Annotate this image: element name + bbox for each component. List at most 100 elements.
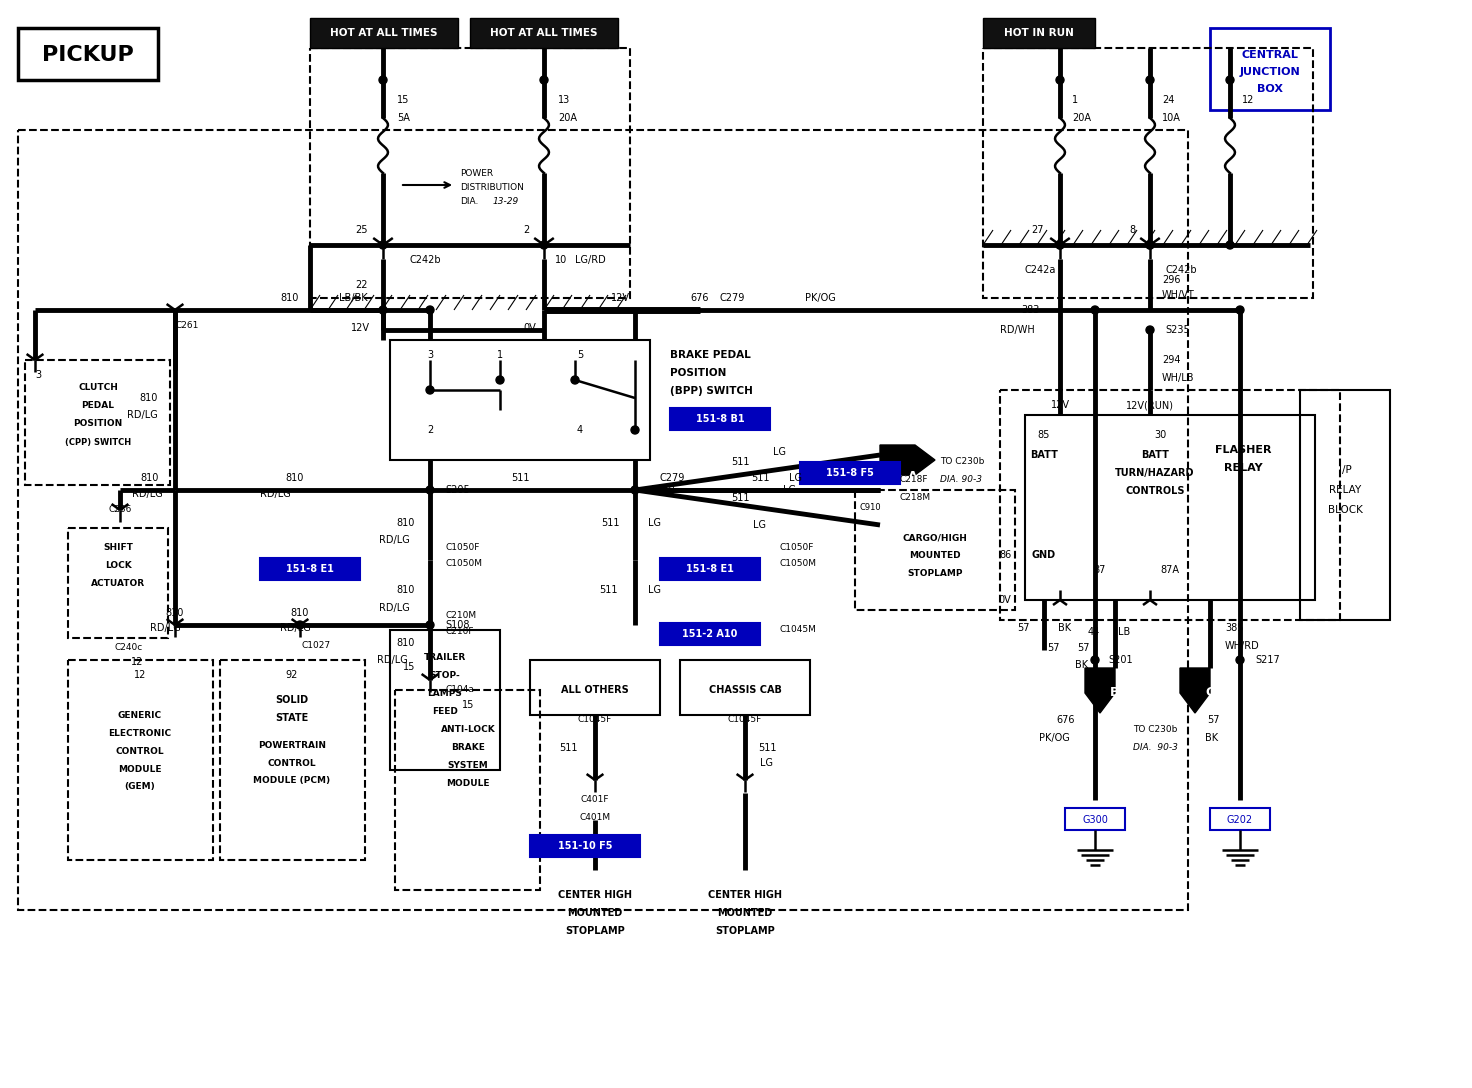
Bar bbox=[659, 558, 760, 580]
Text: RD/LG: RD/LG bbox=[280, 623, 311, 633]
Text: 810: 810 bbox=[140, 393, 158, 403]
Text: S205: S205 bbox=[445, 485, 470, 495]
Circle shape bbox=[631, 426, 639, 434]
FancyArrow shape bbox=[880, 445, 935, 475]
Text: LG: LG bbox=[648, 518, 661, 528]
Text: CARGO/HIGH: CARGO/HIGH bbox=[902, 533, 967, 543]
Text: RD/LG: RD/LG bbox=[131, 489, 162, 499]
Text: RELAY: RELAY bbox=[1329, 485, 1362, 495]
Text: 27: 27 bbox=[1032, 225, 1044, 235]
Text: 810: 810 bbox=[281, 293, 299, 302]
Text: CONTROL: CONTROL bbox=[268, 758, 316, 767]
Circle shape bbox=[1236, 306, 1244, 314]
Text: 12V(RUN): 12V(RUN) bbox=[1126, 400, 1175, 410]
Text: RD/LG: RD/LG bbox=[377, 655, 408, 665]
Text: 151-8 B1: 151-8 B1 bbox=[696, 415, 745, 424]
Text: RD/LG: RD/LG bbox=[380, 603, 411, 613]
Text: PEDAL: PEDAL bbox=[81, 401, 115, 410]
Text: STOPLAMP: STOPLAMP bbox=[907, 569, 963, 579]
Text: TURN/HAZARD: TURN/HAZARD bbox=[1116, 468, 1195, 478]
Circle shape bbox=[631, 486, 639, 494]
Text: CLUTCH: CLUTCH bbox=[78, 383, 118, 393]
Text: 4: 4 bbox=[577, 425, 583, 435]
Text: ALL OTHERS: ALL OTHERS bbox=[561, 685, 629, 695]
Text: 5: 5 bbox=[577, 350, 583, 360]
Text: 810: 810 bbox=[141, 473, 159, 483]
Circle shape bbox=[1091, 656, 1100, 664]
Circle shape bbox=[1236, 656, 1244, 664]
Circle shape bbox=[1147, 326, 1154, 334]
Text: 87A: 87A bbox=[1160, 565, 1179, 574]
Text: C104a: C104a bbox=[445, 685, 474, 694]
Text: 5A: 5A bbox=[397, 113, 409, 123]
Text: S201: S201 bbox=[1108, 655, 1132, 665]
Bar bbox=[219, 660, 365, 860]
Text: 2: 2 bbox=[427, 425, 433, 435]
Text: 810: 810 bbox=[396, 518, 415, 528]
Text: C218M: C218M bbox=[899, 494, 932, 503]
Text: ACTUATOR: ACTUATOR bbox=[91, 580, 146, 589]
Circle shape bbox=[425, 621, 434, 629]
Bar bbox=[799, 462, 899, 484]
Text: LG: LG bbox=[789, 473, 801, 483]
Text: 86: 86 bbox=[999, 551, 1011, 560]
Text: 810: 810 bbox=[396, 638, 415, 648]
Circle shape bbox=[1147, 242, 1154, 249]
Text: 511: 511 bbox=[758, 743, 777, 753]
Text: MOUNTED: MOUNTED bbox=[910, 552, 961, 560]
Text: S240: S240 bbox=[651, 485, 674, 495]
Circle shape bbox=[425, 386, 434, 394]
Circle shape bbox=[571, 376, 578, 384]
Text: 57: 57 bbox=[1078, 643, 1089, 653]
Text: C1050M: C1050M bbox=[445, 559, 481, 569]
Text: PICKUP: PICKUP bbox=[43, 45, 134, 65]
Text: 151-8 E1: 151-8 E1 bbox=[686, 564, 735, 574]
Text: POSITION: POSITION bbox=[670, 368, 726, 378]
Text: 511: 511 bbox=[730, 457, 749, 467]
Bar bbox=[855, 490, 1016, 610]
Text: MOUNTED: MOUNTED bbox=[567, 908, 623, 918]
Text: 676: 676 bbox=[690, 293, 710, 302]
Text: POWERTRAIN: POWERTRAIN bbox=[258, 741, 325, 750]
Bar bbox=[470, 18, 618, 48]
Text: LG: LG bbox=[783, 485, 796, 495]
Text: 810: 810 bbox=[166, 608, 184, 618]
Text: MODULE: MODULE bbox=[446, 779, 490, 789]
Text: 15: 15 bbox=[403, 662, 415, 672]
Text: 12V: 12V bbox=[611, 293, 630, 302]
Text: 383: 383 bbox=[1022, 305, 1041, 316]
Text: C210F: C210F bbox=[445, 627, 474, 635]
Circle shape bbox=[1091, 306, 1100, 314]
Text: WH/LB: WH/LB bbox=[1161, 373, 1194, 383]
Bar bbox=[68, 660, 213, 860]
Text: B: B bbox=[1110, 687, 1120, 700]
Text: MODULE (PCM): MODULE (PCM) bbox=[253, 777, 331, 786]
Text: MOUNTED: MOUNTED bbox=[717, 908, 773, 918]
Text: C242a: C242a bbox=[1025, 265, 1055, 275]
Text: C242b: C242b bbox=[411, 255, 442, 265]
Bar bbox=[68, 528, 168, 638]
Text: SOLID: SOLID bbox=[275, 695, 309, 705]
Text: 12V: 12V bbox=[350, 323, 369, 333]
Text: STOPLAMP: STOPLAMP bbox=[565, 926, 626, 936]
Text: 511: 511 bbox=[751, 473, 770, 483]
Text: RD/WH: RD/WH bbox=[1001, 325, 1035, 335]
Text: 1: 1 bbox=[498, 350, 503, 360]
Text: 511: 511 bbox=[511, 473, 530, 483]
Text: C1045M: C1045M bbox=[780, 626, 817, 634]
Circle shape bbox=[296, 621, 305, 629]
Text: LG/RD: LG/RD bbox=[576, 255, 606, 265]
Circle shape bbox=[425, 306, 434, 314]
Text: 8: 8 bbox=[1129, 225, 1135, 235]
Text: C279: C279 bbox=[720, 293, 745, 302]
Text: 12V: 12V bbox=[1051, 400, 1070, 410]
Text: BOX: BOX bbox=[1257, 84, 1284, 94]
Text: C1050M: C1050M bbox=[780, 559, 817, 569]
Circle shape bbox=[1147, 76, 1154, 84]
Text: (BPP) SWITCH: (BPP) SWITCH bbox=[670, 386, 752, 396]
Bar bbox=[1066, 808, 1125, 830]
Text: BATT: BATT bbox=[1141, 450, 1169, 460]
Text: ELECTRONIC: ELECTRONIC bbox=[109, 729, 172, 738]
Text: LAMPS: LAMPS bbox=[427, 690, 462, 698]
Text: JUNCTION: JUNCTION bbox=[1239, 67, 1300, 77]
